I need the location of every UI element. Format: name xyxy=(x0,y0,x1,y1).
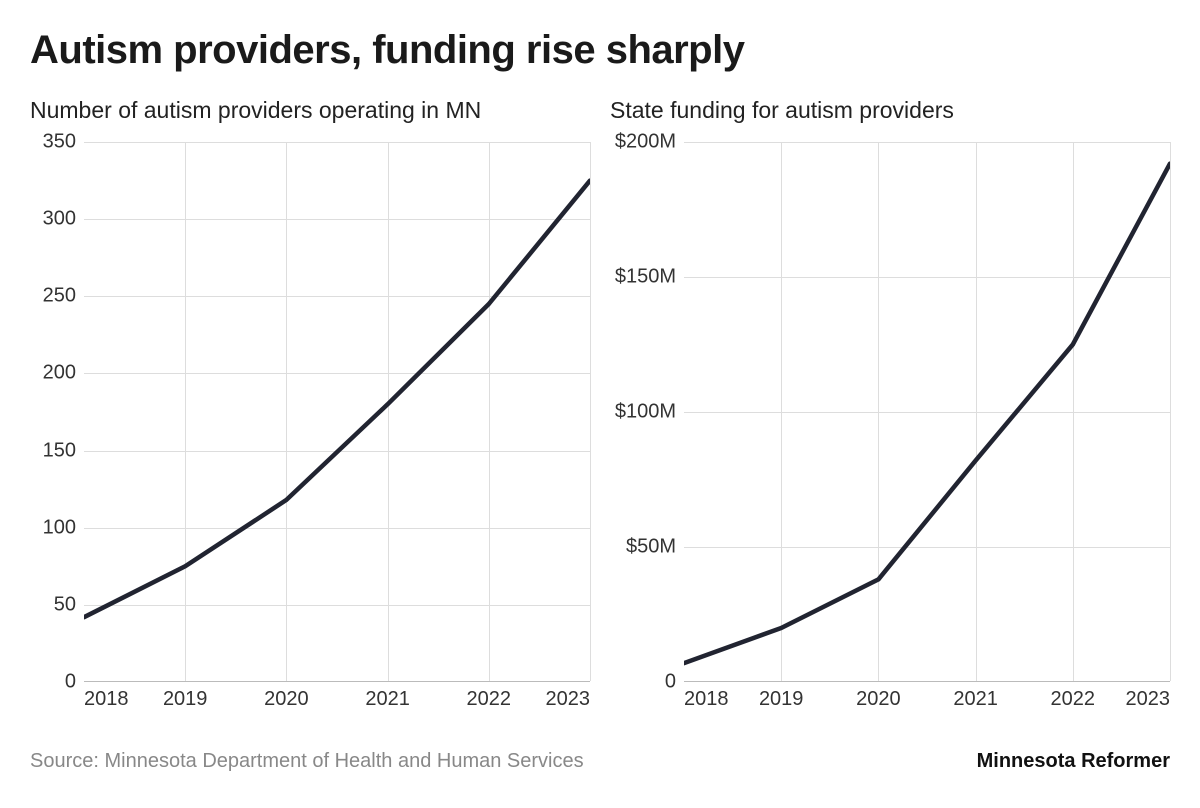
x-tick-label: 2021 xyxy=(953,688,998,711)
y-axis-labels-right: 0$50M$100M$150M$200M xyxy=(610,142,684,682)
x-tick-label: 2018 xyxy=(684,688,729,711)
x-tick-label: 2019 xyxy=(163,688,208,711)
data-line xyxy=(84,181,590,618)
source-text: Source: Minnesota Department of Health a… xyxy=(30,750,584,773)
y-axis-labels-left: 050100150200250300350 xyxy=(30,142,84,682)
y-tick-label: $150M xyxy=(615,266,676,289)
grid-line-v xyxy=(1170,142,1171,681)
grid-line-v xyxy=(590,142,591,681)
y-tick-label: 250 xyxy=(43,285,76,308)
y-tick-label: 200 xyxy=(43,362,76,385)
x-tick-label: 2023 xyxy=(1126,688,1171,711)
plot-providers: 050100150200250300350 201820192020202120… xyxy=(30,142,590,722)
y-tick-label: 50 xyxy=(54,593,76,616)
y-tick-label: 150 xyxy=(43,439,76,462)
chart-headline: Autism providers, funding rise sharply xyxy=(30,28,1170,73)
y-tick-label: $200M xyxy=(615,131,676,154)
x-tick-label: 2021 xyxy=(365,688,410,711)
x-tick-label: 2022 xyxy=(467,688,512,711)
chart-providers-title: Number of autism providers operating in … xyxy=(30,97,590,124)
line-providers xyxy=(84,142,590,682)
chart-funding: State funding for autism providers 0 $50M… xyxy=(610,97,1170,722)
x-tick-label: 2020 xyxy=(856,688,901,711)
y-tick-label: 0 xyxy=(65,671,76,694)
data-line xyxy=(684,164,1170,663)
y-tick-label: $100M xyxy=(615,401,676,424)
line-funding xyxy=(684,142,1170,682)
x-tick-label: 2020 xyxy=(264,688,309,711)
attribution-text: Minnesota Reformer xyxy=(977,750,1170,773)
charts-row: Number of autism providers operating in … xyxy=(30,97,1170,722)
x-tick-label: 2019 xyxy=(759,688,804,711)
y-tick-label: 300 xyxy=(43,208,76,231)
y-tick-label: 100 xyxy=(43,516,76,539)
chart-funding-title: State funding for autism providers xyxy=(610,97,1170,124)
x-tick-label: 2023 xyxy=(546,688,591,711)
x-tick-label: 2018 xyxy=(84,688,129,711)
y-tick-label: $50M xyxy=(626,536,676,559)
x-tick-label: 2022 xyxy=(1051,688,1096,711)
y-tick-label: 350 xyxy=(43,131,76,154)
plot-funding: 0$50M$100M$150M$200M 2018201920202021202… xyxy=(610,142,1170,722)
chart-providers: Number of autism providers operating in … xyxy=(30,97,590,722)
y-tick-label: 0 xyxy=(665,671,676,694)
chart-footer: Source: Minnesota Department of Health a… xyxy=(30,750,1170,773)
